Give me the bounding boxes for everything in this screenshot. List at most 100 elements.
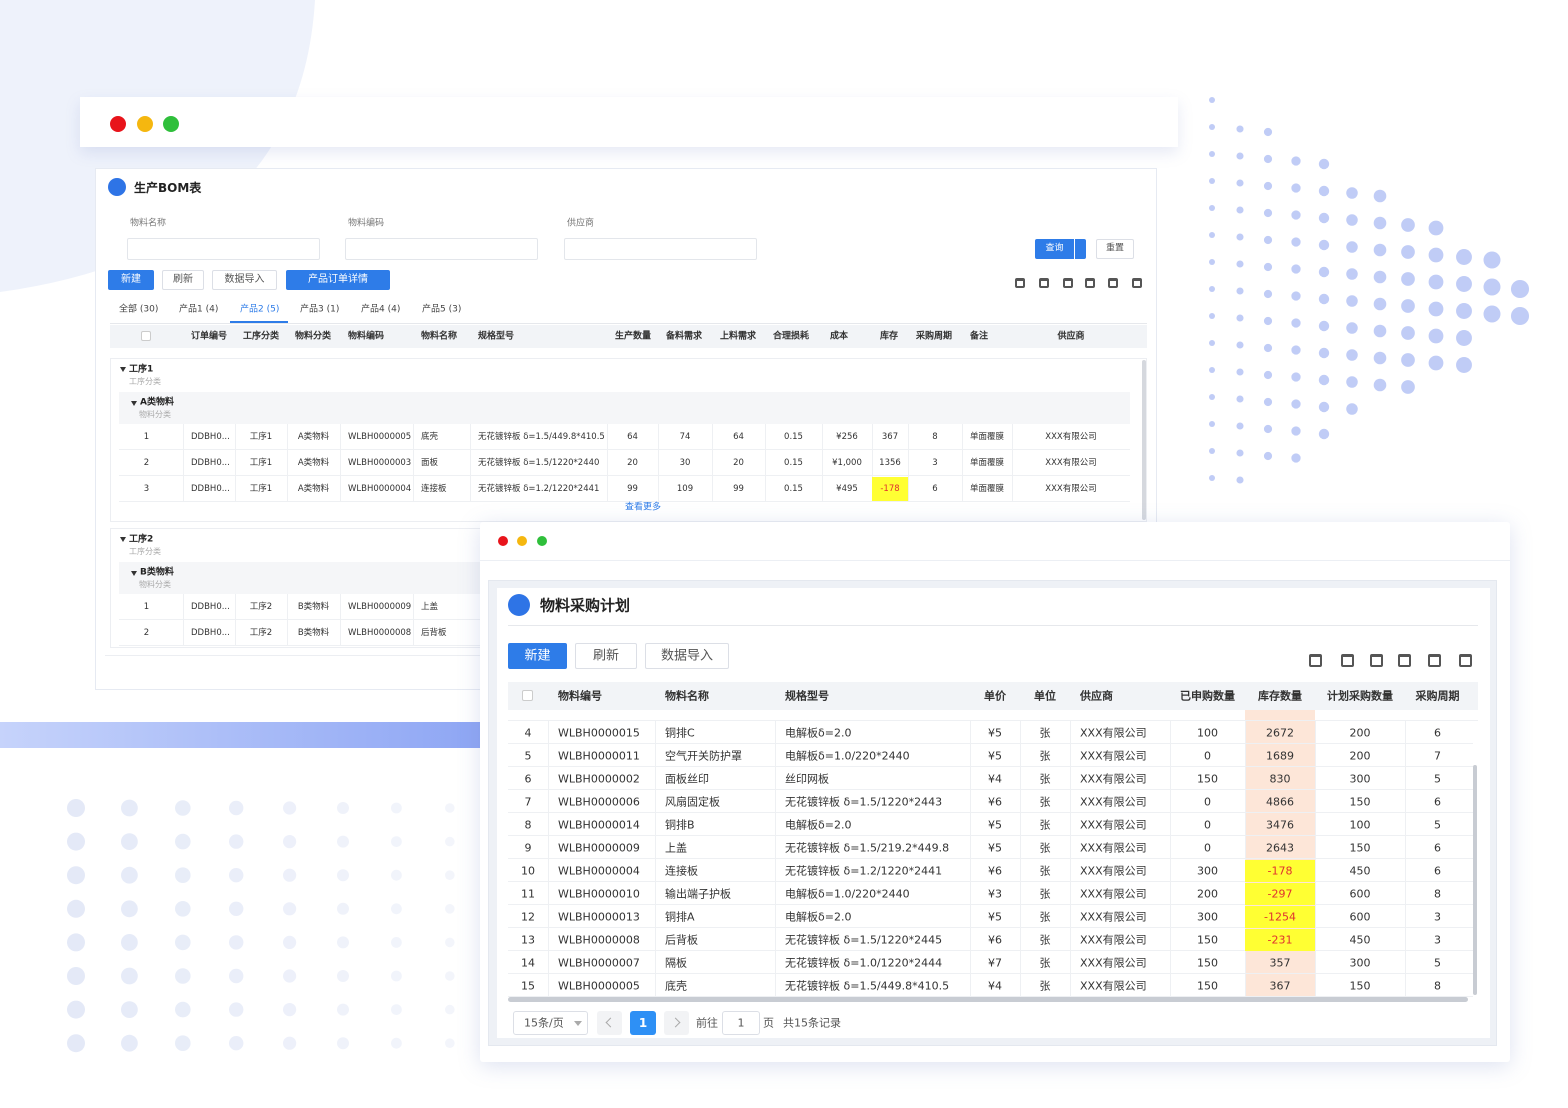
- decor-dot: [1263, 370, 1273, 380]
- tab[interactable]: 产品4 (4): [361, 304, 401, 315]
- decor-dot: [391, 937, 402, 948]
- table-cell: -231: [1267, 933, 1293, 947]
- decor-dot: [283, 969, 297, 983]
- toolbar-icon[interactable]: [1108, 278, 1118, 288]
- column-header: 采购周期: [1415, 689, 1460, 703]
- page-size-select[interactable]: [513, 1011, 588, 1035]
- table-cell: 工序1: [249, 483, 273, 494]
- table-cell: 铜排C: [665, 726, 695, 740]
- table-cell: ¥1,000: [832, 457, 862, 468]
- table-header: [110, 325, 1147, 348]
- cell-border: [340, 450, 341, 476]
- decor-dot: [1373, 351, 1387, 365]
- decor-dot: [1291, 453, 1301, 463]
- toolbar-icon[interactable]: [1132, 278, 1142, 288]
- column-header: 库存数量: [1258, 689, 1302, 703]
- table-cell: 0: [1204, 841, 1211, 855]
- cell-border: [1170, 974, 1171, 997]
- table-cell: XXX有限公司: [1080, 979, 1147, 993]
- toolbar-icon[interactable]: [1369, 653, 1383, 667]
- query-button[interactable]: [1035, 239, 1074, 259]
- toolbar-button[interactable]: [508, 643, 567, 669]
- tab[interactable]: 产品3 (1): [300, 304, 340, 315]
- decor-dot: [1236, 341, 1244, 349]
- table-cell: 8: [932, 431, 938, 442]
- table-cell: 3: [143, 483, 150, 494]
- header-checkbox[interactable]: [141, 331, 151, 341]
- toolbar-icon[interactable]: [1397, 653, 1411, 667]
- cell-border: [765, 450, 766, 476]
- toolbar-icon[interactable]: [1063, 278, 1073, 288]
- table-row: [508, 721, 1473, 744]
- decor-dot: [175, 934, 191, 951]
- toolbar-icon[interactable]: [1427, 653, 1441, 667]
- cell-border: [470, 424, 471, 450]
- cell-border: [872, 450, 873, 476]
- toolbar-button[interactable]: [162, 270, 204, 290]
- toolbar-button[interactable]: [645, 643, 729, 669]
- decor-dot: [1236, 314, 1244, 322]
- reset-button[interactable]: [1096, 239, 1134, 259]
- tab[interactable]: 产品5 (3): [422, 304, 462, 315]
- decor-dot: [1510, 306, 1530, 326]
- header-checkbox[interactable]: [522, 690, 533, 701]
- toolbar-icon[interactable]: [1015, 278, 1025, 288]
- cell-border: [340, 594, 341, 620]
- toolbar-icon[interactable]: [1340, 653, 1354, 667]
- tab[interactable]: 产品1 (4): [179, 304, 219, 315]
- title-icon: [508, 594, 530, 616]
- table-cell: 3: [1434, 933, 1441, 947]
- cell-border: [183, 476, 184, 502]
- decor-dot: [1456, 303, 1472, 319]
- table-row: [508, 951, 1473, 974]
- table-cell: A类物料: [297, 457, 330, 468]
- window-dot: [498, 536, 508, 546]
- table-cell: XXX有限公司: [1080, 818, 1147, 832]
- tab[interactable]: 产品2 (5): [240, 304, 280, 315]
- filter-input[interactable]: [127, 238, 320, 260]
- decor-dot: [1236, 260, 1244, 268]
- table-cell: WLBH0000014: [558, 818, 640, 832]
- cell-border: [1170, 767, 1171, 790]
- subgroup-header: [119, 392, 1130, 424]
- toolbar-icon[interactable]: [1308, 653, 1322, 667]
- cell-border: [1070, 859, 1071, 882]
- query-dropdown[interactable]: [1075, 239, 1086, 259]
- decor-dot: [1209, 232, 1215, 238]
- cell-border: [1170, 721, 1171, 744]
- toolbar-button[interactable]: [212, 270, 277, 290]
- decor-dot: [1236, 368, 1244, 376]
- tab[interactable]: 全部 (30): [119, 304, 159, 315]
- goto-input[interactable]: [722, 1011, 760, 1035]
- cell-border: [1245, 767, 1246, 790]
- prev-button[interactable]: [597, 1011, 622, 1035]
- table-cell: 7: [1434, 749, 1441, 763]
- table-cell: 2: [143, 627, 150, 638]
- toolbar-button[interactable]: [286, 270, 390, 290]
- table-cell: 150: [1349, 979, 1371, 993]
- toolbar-icon[interactable]: [1458, 653, 1472, 667]
- next-button[interactable]: [664, 1011, 689, 1035]
- page-button[interactable]: [630, 1011, 656, 1035]
- decor-dot: [1291, 183, 1301, 193]
- table-cell: 后背板: [665, 933, 698, 947]
- toolbar-button[interactable]: [108, 270, 154, 290]
- toolbar-icon[interactable]: [1085, 278, 1095, 288]
- scrollbar: [1142, 360, 1146, 520]
- decor-dot: [1346, 376, 1358, 388]
- decor-dot: [1456, 330, 1472, 346]
- table-cell: ¥5: [988, 818, 1002, 832]
- decor-dot: [175, 968, 191, 984]
- cell-border: [548, 744, 549, 767]
- table-cell: -297: [1267, 887, 1293, 901]
- cell-border: [775, 721, 776, 744]
- table-cell: XXX有限公司: [1080, 887, 1147, 901]
- table-cell: XXX有限公司: [1045, 483, 1097, 494]
- toolbar-icon[interactable]: [1039, 278, 1049, 288]
- cell-border: [775, 951, 776, 974]
- table-cell: 后背板: [421, 627, 447, 638]
- toolbar-button[interactable]: [575, 643, 637, 669]
- column-header: 备注: [970, 331, 989, 342]
- filter-input[interactable]: [345, 238, 538, 260]
- filter-input[interactable]: [564, 238, 757, 260]
